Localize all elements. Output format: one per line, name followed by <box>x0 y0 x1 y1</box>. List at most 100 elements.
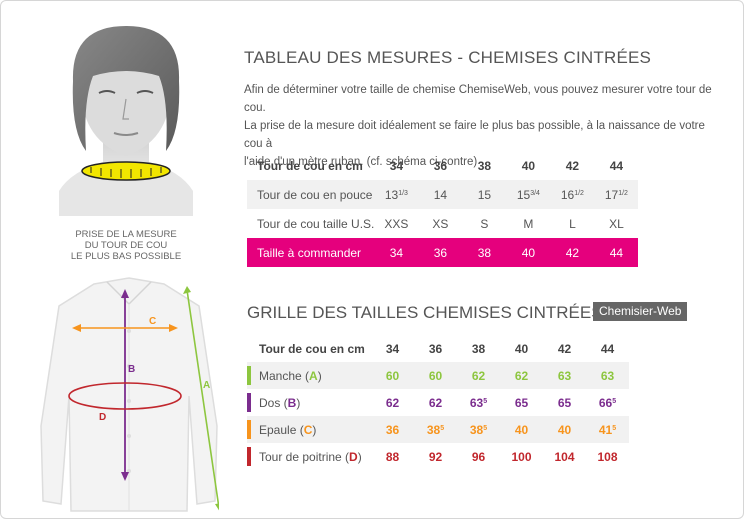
table-cell: 42 <box>550 238 595 267</box>
row-label: Taille à commander <box>247 238 375 267</box>
table-cell: 15 <box>462 180 507 209</box>
table-header-row: Tour de cou en cm 34 36 38 40 42 44 <box>247 151 638 180</box>
table-cell: 62 <box>457 362 500 389</box>
table-cell: S <box>480 216 489 231</box>
size-header: 42 <box>557 341 572 356</box>
table-cell: 108 <box>597 449 618 464</box>
row-label: Tour de cou taille U.S. <box>257 216 375 231</box>
table-cell: 635 <box>469 395 488 410</box>
table-row: Tour de cou en pouce 131/3 14 15 153/4 1… <box>247 180 639 209</box>
table-cell: 40 <box>506 238 551 267</box>
order-size-row: Taille à commander 34 36 38 40 42 44 <box>247 238 639 267</box>
table-cell: 665 <box>598 395 617 410</box>
size-grid-table: Tour de cou en cm 34 36 38 40 42 44 Manc… <box>247 335 629 470</box>
size-header: 38 <box>471 341 486 356</box>
table-cell: 385 <box>457 416 500 443</box>
table-cell: 36 <box>371 416 414 443</box>
table-cell: 62 <box>500 362 543 389</box>
brand-badge: Chemisier-Web <box>593 302 688 321</box>
table-cell: 36 <box>418 238 463 267</box>
table-cell: 63 <box>543 362 586 389</box>
table-cell: XXS <box>384 216 409 231</box>
color-bar <box>247 420 251 439</box>
label-b: B <box>128 364 135 375</box>
table-cell: M <box>523 216 534 231</box>
row-label: Tour de cou en pouce <box>247 180 375 209</box>
table-row: Dos (B) 62 62 635 65 65 665 <box>247 389 629 416</box>
size-header: 34 <box>385 341 400 356</box>
caption-line: PRISE DE LA MESURE <box>75 229 177 240</box>
size-header: 44 <box>609 158 624 173</box>
table-cell: 14 <box>418 180 463 209</box>
measure-line-b <box>121 289 129 481</box>
table-cell: 62 <box>428 395 443 410</box>
table-cell: 40 <box>500 416 543 443</box>
table-cell: XS <box>432 216 449 231</box>
table-cell: 96 <box>471 449 486 464</box>
table-cell: 385 <box>414 416 457 443</box>
table-cell: L <box>569 216 576 231</box>
table-cell: 34 <box>374 238 419 267</box>
table-cell: 65 <box>514 395 529 410</box>
size-header: 40 <box>514 341 529 356</box>
table-row: Tour de cou taille U.S. XXS XS S M L XL <box>247 209 638 238</box>
neck-measurement-illustration <box>59 26 193 216</box>
color-bar <box>247 366 251 385</box>
measurement-table-title: TABLEAU DES MESURES - CHEMISES CINTRÉES <box>244 48 652 67</box>
table-cell: 60 <box>414 362 457 389</box>
table-cell: 60 <box>371 362 414 389</box>
table-cell: 65 <box>557 395 572 410</box>
color-bar <box>247 393 251 412</box>
header-label: Tour de cou en cm <box>257 158 363 173</box>
header-label: Tour de cou en cm <box>259 341 365 356</box>
intro-line: Afin de déterminer votre taille de chemi… <box>244 84 712 114</box>
table-cell: 88 <box>385 449 400 464</box>
measure-line-d <box>68 382 182 410</box>
table-row: Epaule (C) 36 385 385 40 40 415 <box>247 416 629 443</box>
table-header-row: Tour de cou en cm 34 36 38 40 42 44 <box>247 335 629 362</box>
table-cell: 161/2 <box>550 180 595 209</box>
row-label: Manche (A) <box>247 362 371 389</box>
label-d: D <box>99 412 106 423</box>
table-cell: 104 <box>554 449 575 464</box>
table-cell: 415 <box>586 416 629 443</box>
neck-measurement-caption: PRISE DE LA MESURE DU TOUR DE COU LE PLU… <box>41 229 211 262</box>
row-label: Dos (B) <box>247 389 371 416</box>
table-cell: 44 <box>594 238 639 267</box>
table-cell: 92 <box>428 449 443 464</box>
table-cell: 63 <box>586 362 629 389</box>
label-a: A <box>203 380 210 391</box>
size-header: 36 <box>433 158 448 173</box>
table-cell: 40 <box>543 416 586 443</box>
measurement-table: Tour de cou en cm 34 36 38 40 42 44 Tour… <box>247 151 639 267</box>
table-row: Manche (A) 60 60 62 62 63 63 <box>247 362 629 389</box>
size-grid-title: GRILLE DES TAILLES CHEMISES CINTRÉES <box>247 303 603 322</box>
size-header: 40 <box>521 158 536 173</box>
size-header: 38 <box>477 158 492 173</box>
label-c: C <box>149 316 156 327</box>
size-header: 44 <box>600 341 615 356</box>
table-cell: 100 <box>511 449 532 464</box>
color-bar <box>247 447 251 466</box>
measure-line-a <box>183 286 219 511</box>
row-label: Tour de poitrine (D) <box>247 443 371 470</box>
row-label: Epaule (C) <box>247 416 371 443</box>
table-cell: 153/4 <box>506 180 551 209</box>
table-cell: 38 <box>462 238 507 267</box>
table-row: Tour de poitrine (D) 88 92 96 100 104 10… <box>247 443 629 470</box>
table-cell: 131/3 <box>374 180 419 209</box>
table-cell: 171/2 <box>594 180 639 209</box>
table-cell: 62 <box>385 395 400 410</box>
intro-line: La prise de la mesure doit idéalement se… <box>244 120 705 150</box>
caption-line: LE PLUS BAS POSSIBLE <box>70 251 182 262</box>
intro-line: l'aide d'un mètre ruban. (cf. schéma ci-… <box>244 156 478 168</box>
size-header: 34 <box>389 158 404 173</box>
measure-line-c <box>72 324 178 332</box>
size-header: 42 <box>565 158 580 173</box>
intro-text: Afin de déterminer votre taille de chemi… <box>244 81 714 171</box>
size-header: 36 <box>428 341 443 356</box>
caption-line: DU TOUR DE COU <box>84 240 168 251</box>
shirt-measurement-illustration: A B C D <box>40 277 219 512</box>
table-cell: XL <box>609 216 624 231</box>
